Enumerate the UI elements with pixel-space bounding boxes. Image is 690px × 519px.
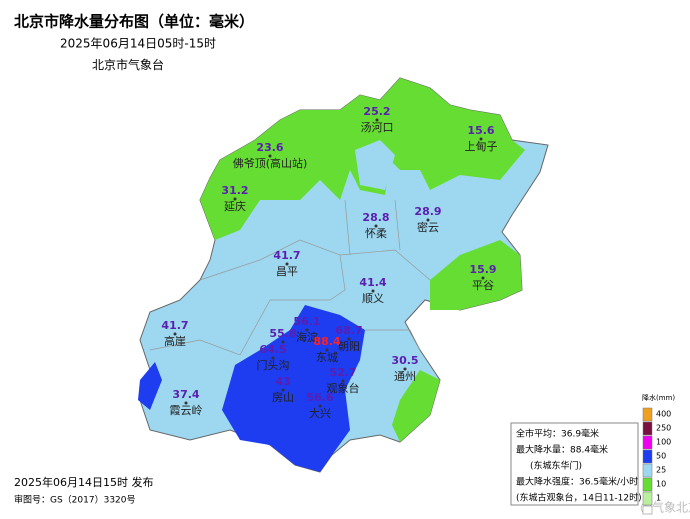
station-dot (325, 348, 329, 352)
station-dot (271, 356, 275, 360)
station-dot (426, 218, 430, 222)
station-dot (479, 137, 483, 141)
green-southeast (392, 370, 440, 442)
station-dot (305, 328, 309, 332)
legend-swatch (642, 491, 653, 506)
station-dot (318, 404, 322, 408)
approval: 审图号：GS（2017）3320号 (14, 494, 136, 506)
legend-swatch (642, 435, 653, 450)
light-north (355, 140, 395, 190)
blue-west (138, 362, 162, 410)
station-name: 汤河口 (361, 120, 394, 134)
station-value: 64.5 (259, 343, 286, 356)
station-value: 56.1 (293, 315, 320, 328)
legend-label: 10 (656, 480, 666, 489)
district-borders (149, 199, 431, 356)
title: 北京市降水量分布图（单位：毫米） (14, 13, 254, 31)
station-dot (371, 289, 375, 293)
info-line: (东城古观象台，14日11-12时) (516, 492, 642, 504)
legend-swatch (642, 407, 653, 422)
legend-swatch (642, 477, 653, 492)
legend-swatch (642, 449, 653, 464)
station-name: 海淀 (296, 330, 318, 344)
station-name: 大兴 (309, 406, 331, 420)
info-line: 最大降水量：88.4毫米 (516, 444, 608, 456)
station-value: 15.9 (469, 263, 496, 276)
station-name: 通州 (394, 370, 416, 383)
station-value: 37.4 (172, 388, 199, 401)
station-name: 怀柔 (365, 227, 387, 240)
station-name: 佛爷顶(高山站) (233, 156, 308, 170)
station-dot (184, 401, 188, 405)
station-name: 上甸子 (465, 140, 498, 153)
legend-label: 1 (656, 494, 661, 503)
station-value: 28.9 (414, 205, 441, 218)
legend-label: 250 (656, 424, 671, 433)
station-dot (233, 197, 237, 201)
legend-label: 400 (656, 410, 671, 419)
station-dot (341, 379, 345, 383)
station-dot (347, 337, 351, 341)
station-name: 平谷 (472, 279, 494, 292)
legend-label: 50 (656, 452, 666, 461)
station-dot (481, 276, 485, 280)
station-name: 密云 (417, 220, 439, 234)
legend-swatch (642, 505, 653, 515)
station-value: 41.7 (161, 319, 188, 332)
station-name: 观象台 (327, 381, 360, 395)
station-dot (375, 118, 379, 122)
station-name: 昌平 (276, 265, 298, 278)
green-east (430, 240, 522, 310)
station-name: 延庆 (224, 199, 246, 213)
station-value: 41.4 (359, 276, 386, 289)
issued: 2025年06月14日15时 发布 (14, 475, 153, 489)
station-value: 52.7 (329, 366, 356, 379)
station-dot (374, 224, 378, 228)
watermark: @气象北京 (640, 500, 690, 515)
legend-swatch (642, 463, 653, 478)
station-name: 门头沟 (257, 358, 290, 372)
station-name: 霞云岭 (170, 403, 203, 417)
legend-title: 降水(mm) (642, 393, 675, 402)
station-value: 25.2 (363, 105, 390, 118)
station-dot (281, 340, 285, 344)
legend-label: 25 (656, 466, 666, 475)
station-value: 68.7 (335, 324, 362, 337)
station-value: 56.6 (306, 391, 333, 404)
station-value: 15.6 (467, 124, 494, 137)
info-line: 全市平均：36.9毫米 (516, 428, 599, 440)
station-value: 23.6 (256, 141, 283, 154)
station-value: 31.2 (221, 184, 248, 197)
station-name: 高崖 (164, 334, 186, 348)
info-box (510, 422, 639, 506)
station-value: 88.4 (313, 335, 340, 348)
legend-label: 100 (656, 438, 671, 447)
station-dot (268, 154, 272, 158)
station-value: 55.8 (269, 327, 296, 340)
station-name: 顺义 (362, 292, 384, 305)
info-line: 最大降水强度：36.5毫米/小时 (516, 476, 638, 488)
station-dot (173, 332, 177, 336)
station-dot (281, 388, 285, 392)
station-value: 30.5 (391, 354, 418, 367)
station-value: 41.7 (273, 249, 300, 262)
info-line: (东城东华门) (530, 460, 582, 472)
station-dot (285, 262, 289, 266)
station-name: 房山 (272, 391, 294, 404)
station-value: 28.8 (362, 211, 389, 224)
station-dot (403, 367, 407, 371)
blue-center (222, 305, 365, 472)
station-value: 43 (275, 375, 290, 388)
station-name: 东城 (316, 351, 338, 364)
legend-swatch (642, 421, 653, 436)
agency: 北京市气象台 (92, 57, 164, 72)
station-name: 朝阳 (338, 340, 360, 353)
subtitle: 2025年06月14日05时-15时 (60, 37, 216, 51)
